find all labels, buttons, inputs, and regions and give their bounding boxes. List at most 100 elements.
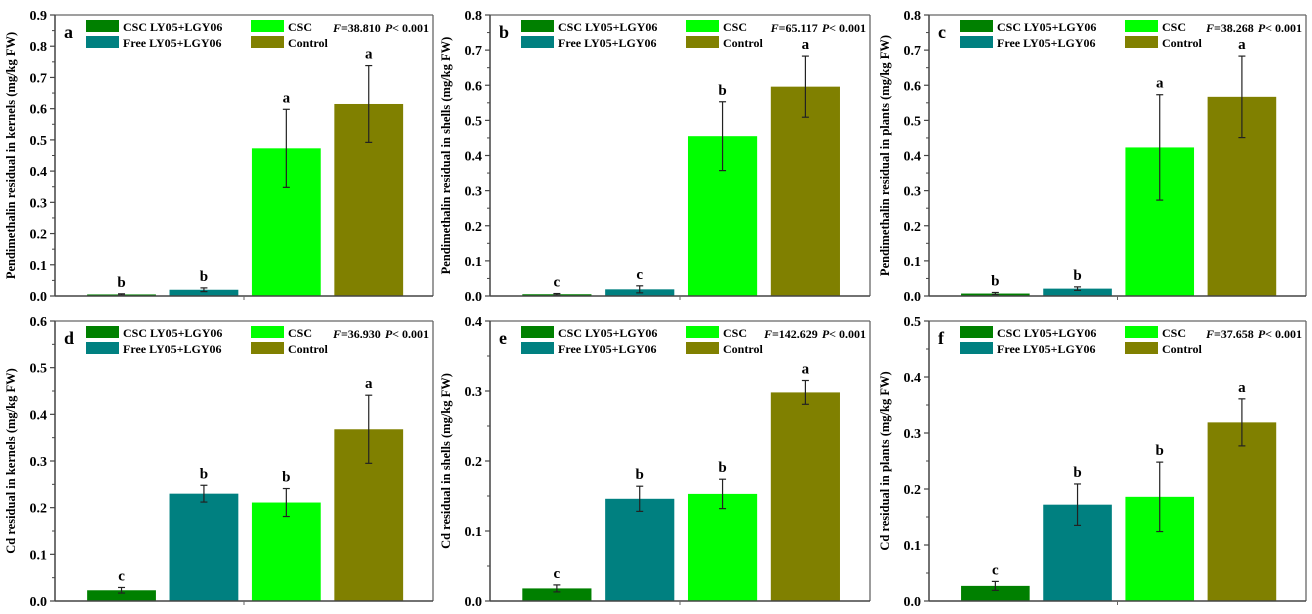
error-bar-1 (553, 292, 561, 296)
significance-letter: a (1238, 380, 1246, 396)
bar-2 (169, 289, 239, 296)
stat-annotation: F=36.930 P< 0.001 (332, 327, 429, 341)
p-value: < 0.001 (392, 327, 429, 341)
panel-label: c (938, 22, 946, 42)
legend-label: CSC LY05+LGY06 (558, 326, 657, 340)
panel-label: e (499, 328, 507, 348)
legend-label: CSC (288, 20, 312, 34)
legend-label: CSC LY05+LGY06 (997, 20, 1096, 34)
legend-label: Control (288, 36, 328, 50)
error-bar-4 (801, 379, 809, 405)
significance-letter: a (1156, 76, 1164, 92)
y-axis-title: Cd residual in kernels (mg/kg FW) (4, 368, 18, 554)
y-tick-label: 0.8 (30, 40, 48, 55)
error-bar-3 (282, 487, 290, 518)
legend-item: CSC LY05+LGY06 (521, 326, 657, 340)
p-value: < 0.001 (829, 21, 866, 35)
panel-label: b (499, 22, 509, 42)
legend-item: CSC (686, 20, 747, 34)
p-label: P (1258, 327, 1266, 341)
y-tick-label: 0.8 (904, 9, 922, 24)
bar-2 (169, 493, 239, 601)
y-tick-label: 0.6 (465, 79, 483, 94)
significance-letter: a (802, 362, 810, 378)
significance-letter: b (636, 467, 644, 483)
p-value: < 0.001 (1265, 21, 1302, 35)
legend-label: Control (288, 342, 328, 356)
p-label: P (822, 327, 830, 341)
y-tick-label: 0.7 (904, 44, 922, 59)
y-tick-label: 0.0 (30, 595, 48, 610)
y-tick-label: 0.3 (904, 185, 922, 200)
f-label: F (763, 327, 772, 341)
p-label: P (822, 21, 830, 35)
significance-letter: b (718, 460, 726, 476)
legend-swatch (521, 20, 554, 32)
error-bar-1 (991, 291, 999, 296)
error-bar-1 (118, 586, 126, 594)
legend-swatch (251, 326, 284, 338)
y-tick-label: 0.0 (465, 595, 483, 610)
error-bar-4 (1238, 55, 1246, 139)
significance-letter: b (117, 275, 125, 291)
significance-letter: b (200, 269, 208, 285)
y-tick-label: 0.1 (465, 255, 483, 270)
legend-swatch (86, 342, 119, 354)
y-tick-label: 0.7 (465, 44, 483, 59)
y-tick-label: 0.2 (30, 502, 48, 517)
legend-item: CSC (1125, 326, 1186, 340)
legend-swatch (521, 36, 554, 48)
error-bar-3 (719, 478, 727, 510)
y-tick-label: 0.0 (904, 290, 922, 305)
y-axis-title: Pendimethalin residual in shells (mg/kg … (439, 37, 453, 275)
panel-label: f (938, 328, 945, 348)
significance-letter: c (118, 568, 125, 584)
significance-letter: b (991, 273, 999, 289)
significance-letter: c (554, 275, 561, 291)
bar-2 (605, 498, 675, 601)
bar-3 (251, 502, 321, 601)
legend-label: CSC (723, 326, 747, 340)
legend-label: Free LY05+LGY06 (123, 342, 222, 356)
legend-item: Control (1125, 36, 1202, 50)
legend-item: Free LY05+LGY06 (960, 342, 1096, 356)
y-tick-label: 0.4 (465, 150, 483, 165)
significance-letter: a (365, 376, 373, 392)
bar-3 (687, 493, 758, 601)
y-tick-label: 0.5 (30, 134, 48, 149)
y-tick-label: 0.6 (904, 79, 922, 94)
legend-item: Control (686, 36, 763, 50)
f-value: =36.930 (341, 327, 381, 341)
legend-label: Free LY05+LGY06 (558, 342, 657, 356)
stat-annotation: F=65.117 P< 0.001 (770, 21, 866, 35)
y-tick-label: 0.1 (904, 255, 922, 270)
y-tick-label: 0.1 (30, 548, 48, 563)
legend: CSC LY05+LGY06 Free LY05+LGY06 CSC Control (521, 20, 763, 50)
legend-label: Free LY05+LGY06 (123, 36, 222, 50)
legend-item: Free LY05+LGY06 (86, 36, 222, 50)
error-bar-3 (719, 101, 727, 172)
legend-swatch (1125, 326, 1158, 338)
significance-letter: a (365, 47, 373, 63)
y-axis-title: Pendimethalin residual in plants (mg/kg … (878, 35, 892, 276)
f-label: F (770, 21, 779, 35)
y-tick-label: 0.4 (30, 165, 48, 180)
y-tick-label: 0.7 (30, 71, 48, 86)
significance-letter: a (802, 37, 810, 53)
y-tick-label: 0.1 (465, 525, 483, 540)
bar-4 (1207, 422, 1277, 601)
panel-label: d (64, 328, 74, 348)
legend-swatch (251, 342, 284, 354)
f-label: F (1205, 327, 1214, 341)
error-bar-2 (200, 484, 208, 503)
legend-swatch (1125, 36, 1158, 48)
stat-annotation: F=38.810 P< 0.001 (332, 21, 429, 35)
p-value: < 0.001 (829, 327, 866, 341)
significance-letter: a (1238, 37, 1246, 53)
legend-swatch (251, 20, 284, 32)
f-label: F (332, 21, 341, 35)
legend-label: CSC (1162, 20, 1186, 34)
error-bar-4 (1238, 398, 1246, 447)
y-tick-label: 0.0 (30, 290, 48, 305)
y-tick-label: 0.4 (904, 150, 922, 165)
